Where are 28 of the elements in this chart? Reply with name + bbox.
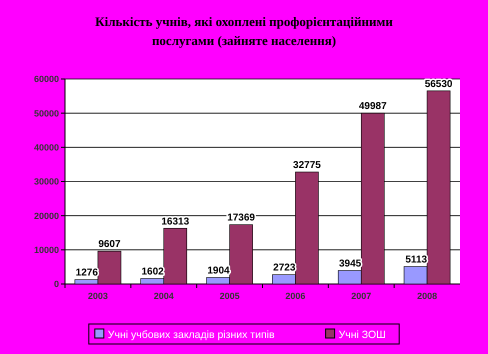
data-label: 16313 xyxy=(161,216,190,228)
data-label: 1904 xyxy=(207,265,230,276)
data-label: 9607 xyxy=(98,239,121,250)
y-tick-label: 0 xyxy=(54,279,59,290)
x-tick-label: 2007 xyxy=(351,291,372,301)
data-label: 56530 xyxy=(424,78,453,90)
x-tick-label: 2004 xyxy=(154,291,174,301)
x-tick-label: 2006 xyxy=(285,291,306,301)
data-label: 1602 xyxy=(142,266,164,278)
data-label: 3945 xyxy=(339,258,362,270)
data-label: 5113 xyxy=(405,254,428,266)
data-label: 1276 xyxy=(76,268,98,279)
y-tick-label: 60000 xyxy=(34,74,59,84)
x-tick-label: 2008 xyxy=(417,291,438,301)
data-label: 49987 xyxy=(358,101,388,112)
data-label: 2723 xyxy=(273,262,296,274)
legend-label: Учні ЗОШ xyxy=(338,329,386,341)
x-tick-label: 2003 xyxy=(88,291,108,301)
legend-label: Учні учбових закладів різних типів xyxy=(108,329,275,341)
chart-title: Кількість учнів, які охоплені профорієнтаційними послугами (зайняте населення) xyxy=(94,13,394,50)
y-tick-label: 50000 xyxy=(34,108,59,118)
data-label: 32775 xyxy=(293,160,322,172)
y-tick-label: 40000 xyxy=(34,142,59,152)
y-tick-label: 20000 xyxy=(34,210,59,221)
x-tick-label: 2005 xyxy=(220,291,240,301)
y-tick-label: 10000 xyxy=(34,244,59,255)
y-tick-label: 30000 xyxy=(34,176,59,187)
data-label: 17369 xyxy=(227,212,256,224)
